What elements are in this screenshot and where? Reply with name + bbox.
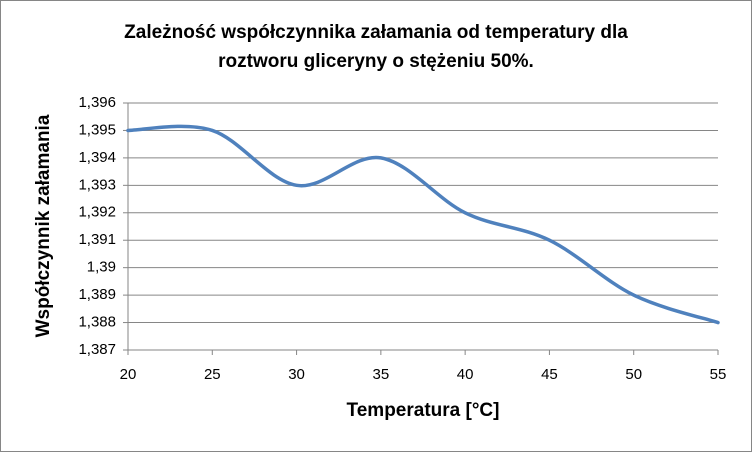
y-tick-label: 1,388	[78, 314, 116, 331]
chart-title: Zależność współczynnika załamania od tem…	[124, 22, 628, 43]
y-tick-label: 1,39	[87, 259, 116, 276]
x-tick-label: 40	[457, 366, 474, 383]
x-tick-label: 30	[288, 366, 305, 383]
y-tick-label: 1,394	[78, 149, 116, 166]
data-line	[126, 124, 720, 325]
y-tick-label: 1,395	[78, 121, 116, 138]
x-tick-label: 25	[204, 366, 221, 383]
y-tick-label: 1,393	[78, 176, 116, 193]
x-tick-label: 55	[710, 366, 727, 383]
y-axis-title: Współczynnik załamania	[33, 114, 54, 337]
x-tick-label: 50	[625, 366, 642, 383]
x-tick-label: 35	[373, 366, 390, 383]
y-tick-label: 1,391	[78, 231, 116, 248]
y-tick-label: 1,387	[78, 341, 116, 358]
x-tick-label: 45	[541, 366, 558, 383]
chart-title: roztworu gliceryny o stężeniu 50%.	[218, 51, 534, 72]
y-tick-label: 1,392	[78, 204, 116, 221]
x-tick-label: 20	[120, 366, 137, 383]
x-axis-title: Temperatura [°C]	[347, 400, 500, 421]
y-tick-label: 1,396	[78, 94, 116, 111]
y-tick-label: 1,389	[78, 286, 116, 303]
